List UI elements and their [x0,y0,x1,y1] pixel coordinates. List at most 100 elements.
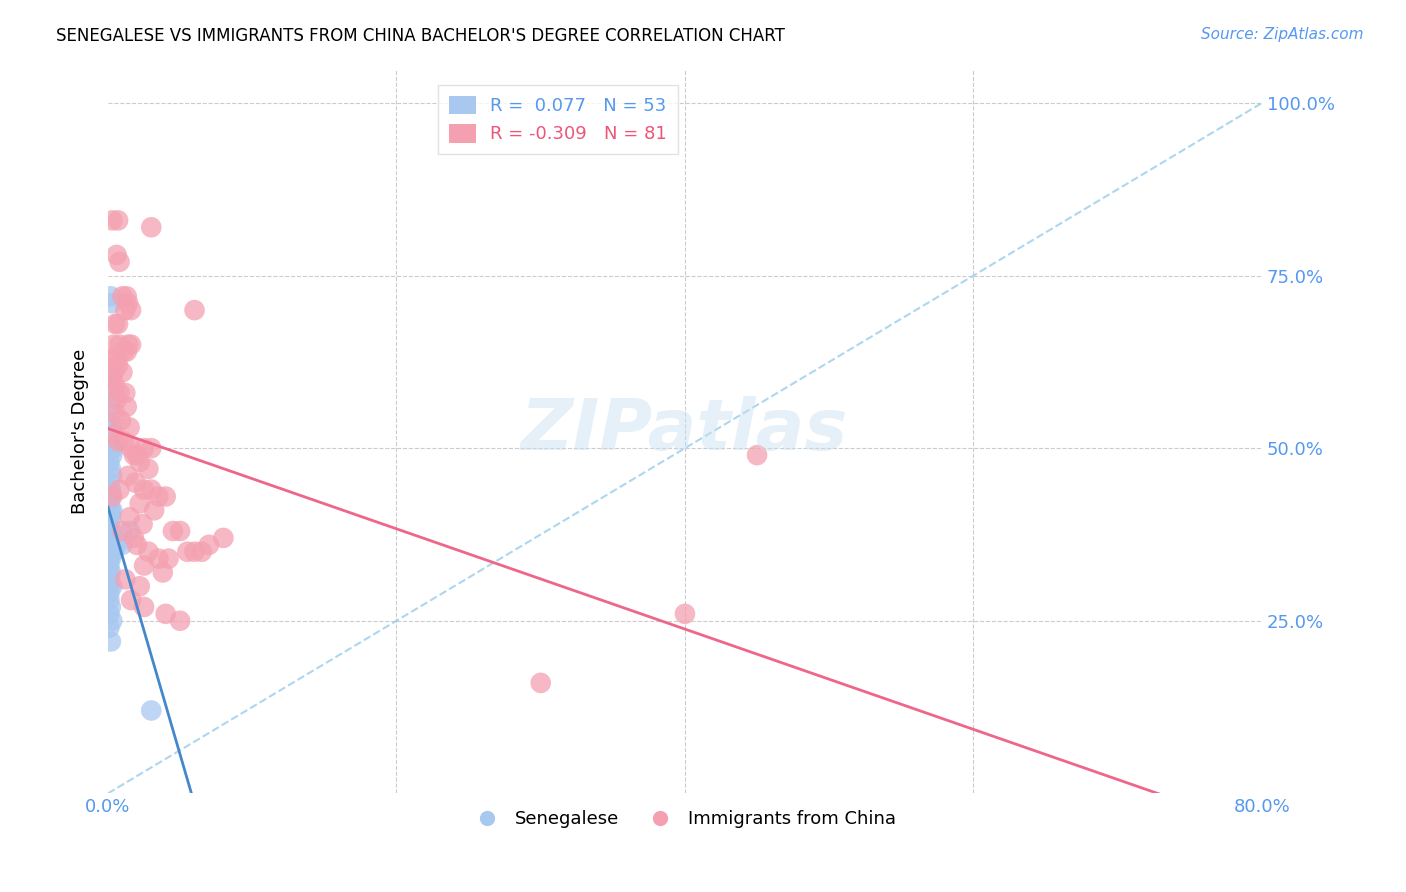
Point [117,337,139,351]
Point [157,551,180,566]
Point [138,545,160,559]
Point [141,220,163,235]
Point [98,455,121,469]
Point [100,510,122,524]
Point [132,599,155,614]
Point [101,579,124,593]
Point [100,599,122,614]
Point [108,386,131,401]
Point [104,317,127,331]
Legend: Senegalese, Immigrants from China: Senegalese, Immigrants from China [467,803,904,835]
Point [103,427,125,442]
Point [132,483,155,497]
Point [104,407,127,421]
Point [176,545,198,559]
Point [98,490,121,504]
Point [132,558,155,573]
Point [118,524,141,538]
Point [128,496,150,510]
Point [101,448,124,462]
Point [98,372,121,386]
Point [100,441,122,455]
Point [169,524,191,538]
Point [114,572,136,586]
Point [98,538,121,552]
Point [98,572,121,586]
Point [100,634,122,648]
Point [108,483,131,497]
Point [152,566,174,580]
Point [120,593,142,607]
Point [100,400,122,414]
Point [101,420,124,434]
Point [124,475,146,490]
Point [101,614,124,628]
Point [114,303,136,318]
Point [100,483,122,497]
Point [100,462,122,476]
Point [118,510,141,524]
Point [105,248,128,262]
Point [98,503,121,517]
Point [169,614,191,628]
Point [100,490,122,504]
Point [105,538,128,552]
Point [100,551,122,566]
Point [98,531,121,545]
Point [110,414,132,428]
Point [141,483,163,497]
Point [105,351,128,366]
Point [105,392,128,407]
Point [128,579,150,593]
Point [107,317,129,331]
Point [101,503,124,517]
Point [98,545,121,559]
Point [98,414,121,428]
Point [107,213,129,227]
Point [98,545,121,559]
Point [100,545,122,559]
Point [117,468,139,483]
Point [98,566,121,580]
Point [98,558,121,573]
Point [673,607,696,621]
Point [100,566,122,580]
Point [111,538,134,552]
Point [98,475,121,490]
Point [101,296,124,310]
Point [107,434,129,449]
Point [148,551,170,566]
Point [112,434,135,449]
Point [128,455,150,469]
Point [98,551,121,566]
Point [101,468,124,483]
Point [115,344,138,359]
Point [100,503,122,517]
Text: SENEGALESE VS IMMIGRANTS FROM CHINA BACHELOR'S DEGREE CORRELATION CHART: SENEGALESE VS IMMIGRANTS FROM CHINA BACH… [56,27,785,45]
Point [115,289,138,303]
Point [141,441,163,455]
Point [98,510,121,524]
Y-axis label: Bachelor's Degree: Bachelor's Degree [72,348,89,514]
Point [745,448,768,462]
Point [190,545,212,559]
Point [98,531,121,545]
Point [122,448,145,462]
Point [101,372,124,386]
Point [125,538,148,552]
Point [101,490,124,504]
Point [141,704,163,718]
Point [120,441,142,455]
Point [114,386,136,401]
Point [103,545,125,559]
Point [111,524,134,538]
Point [183,303,205,318]
Point [98,586,121,600]
Point [100,289,122,303]
Point [107,359,129,373]
Point [530,676,553,690]
Point [131,517,153,532]
Point [103,441,125,455]
Point [98,386,121,401]
Point [98,579,121,593]
